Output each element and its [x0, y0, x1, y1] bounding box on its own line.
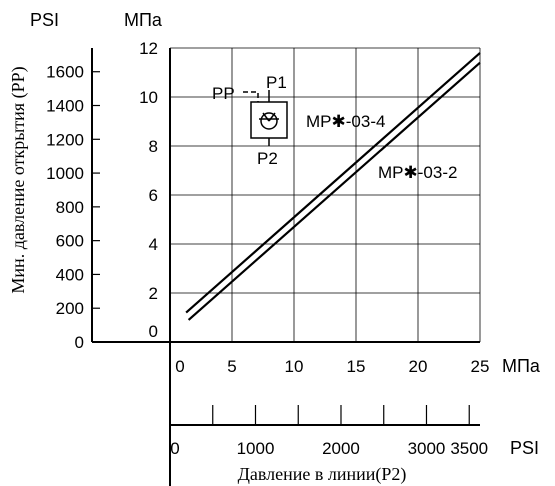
grid	[170, 47, 481, 342]
series-label-03-4: MP✱-03-4	[306, 112, 385, 131]
check-valve-symbol: PP P1 P2	[212, 73, 288, 168]
y-tick-label-psi: 1000	[46, 164, 84, 183]
label-pp: PP	[212, 84, 235, 103]
x-tick-label-psi: 2000	[322, 439, 360, 458]
y-ticks-mpa: 0 2 4 6 8 10 12	[139, 39, 158, 341]
y-unit-psi: PSI	[30, 10, 59, 30]
x-ticks-mpa: 0 5 10 15 20 25	[175, 357, 489, 376]
y-unit-mpa: МПа	[124, 10, 163, 30]
valve-seat-left	[262, 112, 270, 122]
y-ticks-psi: 0 200 400 600 800 1000 1200 1400 1600	[46, 63, 100, 352]
label-p2: P2	[257, 149, 278, 168]
valve-seat-right	[268, 112, 276, 122]
series-group	[185, 52, 481, 321]
y-tick-label-mpa: 2	[149, 284, 158, 303]
y-tick-label-mpa: 0	[149, 322, 158, 341]
x-tick-label-mpa: 0	[175, 357, 184, 376]
x-tick-label-psi: 1000	[237, 439, 275, 458]
y-tick-label-mpa: 8	[149, 137, 158, 156]
x-tick-label-mpa: 15	[347, 357, 366, 376]
x-tick-label-psi: 3000	[408, 439, 446, 458]
y-tick-label-psi: 1200	[46, 130, 84, 149]
series-line-03-2	[187, 61, 481, 321]
series-line-03-4	[185, 52, 481, 314]
series-label-03-2: MP✱-03-2	[378, 163, 457, 182]
x-tick-label-mpa: 25	[471, 357, 490, 376]
x-tick-label-psi: 0	[170, 439, 179, 458]
y-tick-label-mpa: 12	[139, 39, 158, 58]
y-tick-label-psi: 600	[56, 232, 84, 251]
x-tick-label-mpa: 20	[409, 357, 428, 376]
x-tick-label-mpa: 5	[227, 357, 236, 376]
pilot-line	[243, 91, 259, 102]
y-axis-title: Мин. давление открытия (PP)	[8, 66, 29, 293]
y-tick-label-mpa: 6	[149, 186, 158, 205]
y-tick-label-mpa: 4	[149, 235, 158, 254]
y-tick-label-psi: 200	[56, 299, 84, 318]
x-unit-psi: PSI	[510, 438, 539, 458]
y-tick-label-psi: 1600	[46, 63, 84, 82]
x-tick-label-psi: 3500	[450, 439, 488, 458]
y-tick-label-psi: 0	[75, 333, 84, 352]
y-tick-label-psi: 400	[56, 265, 84, 284]
label-p1: P1	[266, 73, 287, 92]
y-tick-label-psi: 800	[56, 198, 84, 217]
x-tick-label-mpa: 10	[285, 357, 304, 376]
x-axis-title: Давление в линии(P2)	[238, 464, 407, 485]
x-ticks-psi: 0 1000 2000 3000 3500	[170, 405, 488, 458]
x-unit-mpa: МПа	[502, 356, 541, 376]
y-tick-label-psi: 1400	[46, 97, 84, 116]
y-tick-label-mpa: 10	[139, 88, 158, 107]
